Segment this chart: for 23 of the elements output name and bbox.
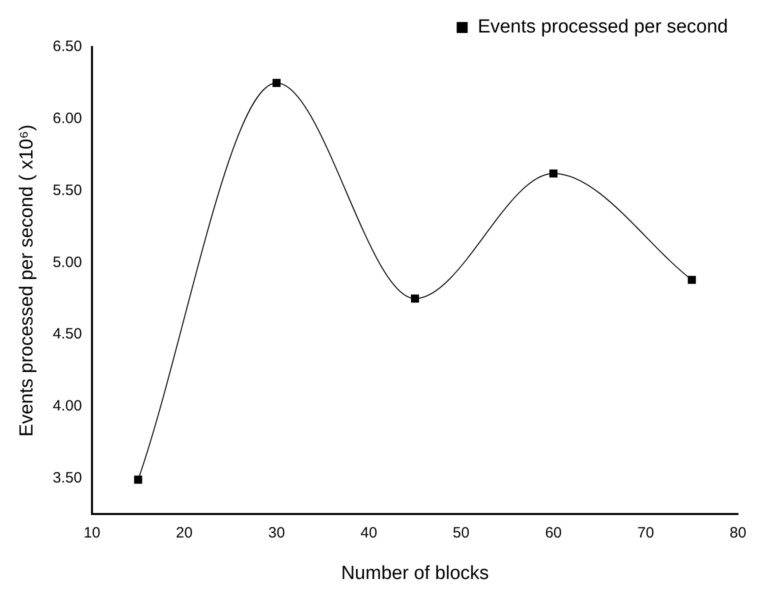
point (410, 294, 420, 303)
point (134, 476, 142, 484)
x-tick-label: 70 (637, 524, 654, 542)
x-tick-label: 60 (545, 524, 562, 542)
x-tick-label: 40 (360, 524, 378, 542)
point (272, 78, 281, 87)
x-tick-label: 50 (452, 524, 470, 542)
x-tick-label: 10 (84, 524, 100, 542)
y-tick-label: 6.50 (52, 38, 82, 56)
x-axis-title: Number of blocks (341, 562, 489, 584)
y-tick-label: 4.00 (52, 398, 82, 415)
y-tick-label: 6.00 (52, 110, 82, 128)
y-tick-label: 5.00 (52, 254, 82, 271)
point (549, 169, 558, 178)
y-tick-label: 3.50 (52, 469, 82, 486)
y-axis-title: Events processed per second ( x10⁶) (16, 124, 38, 437)
y-tick-label: 4.50 (52, 326, 82, 343)
x-tick-label: 80 (730, 524, 746, 542)
legend-label: Events processed per second (478, 16, 728, 38)
x-tick-label: 30 (268, 524, 285, 542)
y-tick-label: 5.50 (52, 182, 82, 199)
point (688, 276, 696, 284)
x-tick-label: 20 (176, 524, 193, 542)
